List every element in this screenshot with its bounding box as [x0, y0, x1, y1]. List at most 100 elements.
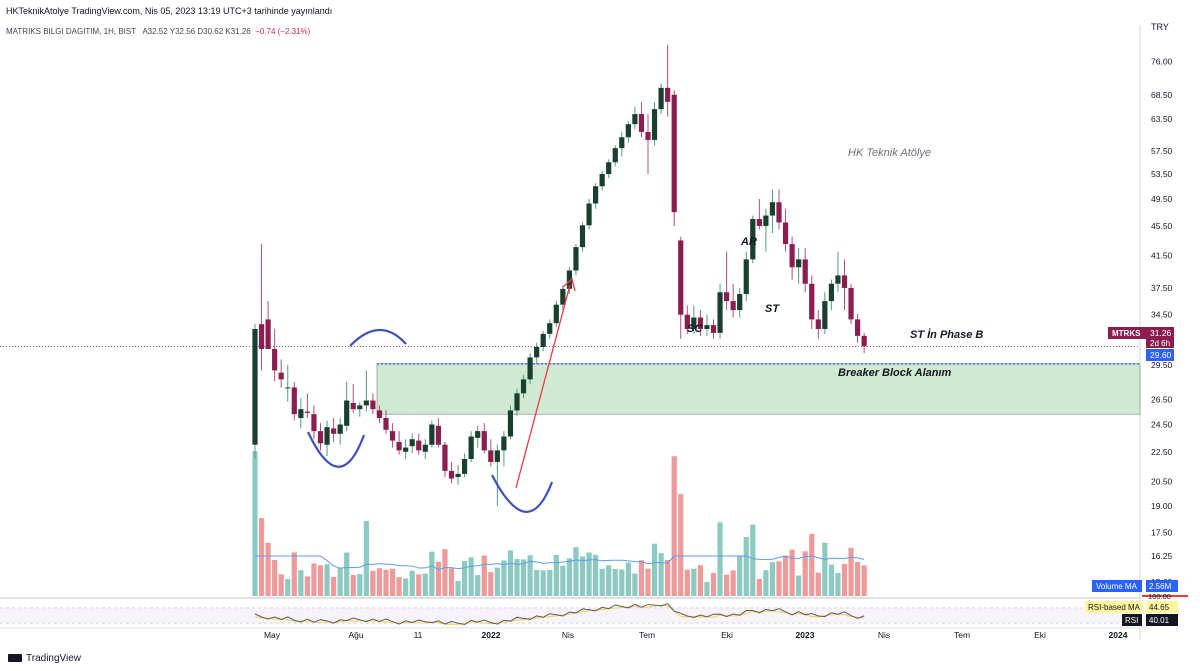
- volume-bar: [710, 572, 717, 596]
- volume-bar: [298, 570, 304, 596]
- label-breaker-zone: Breaker Block Alanım: [838, 367, 952, 379]
- candle-body: [737, 294, 743, 311]
- candle-body: [258, 324, 265, 350]
- candle-body: [350, 402, 356, 410]
- time-tick-label: 2023: [796, 630, 815, 640]
- price-tick-label: 34.50: [1151, 310, 1173, 320]
- volume-bar: [612, 569, 618, 596]
- volume-bar: [324, 564, 330, 596]
- candle-body: [684, 314, 690, 329]
- volume-bar: [540, 570, 546, 596]
- candle-body: [724, 292, 730, 302]
- tradingview-logo-icon: [8, 654, 22, 663]
- candle-body: [357, 405, 363, 410]
- drawings: HK Teknik Atölye SC AR ST ST İn Phase B Break…: [307, 147, 983, 513]
- candle-body: [547, 323, 553, 334]
- time-tick-label: Nis: [878, 630, 890, 640]
- ohlc-values: A32.52 Y32.56 D30.62 K31.26: [142, 27, 251, 36]
- candle-body: [265, 319, 271, 350]
- volume-bar: [416, 574, 422, 596]
- volume-bar: [573, 547, 579, 596]
- volume-bar: [717, 522, 723, 596]
- volume-bar: [311, 563, 317, 596]
- volume-bar: [344, 552, 350, 596]
- rsi-label-bg: [1122, 614, 1142, 626]
- candle-body: [363, 400, 369, 406]
- volume-bar: [691, 568, 697, 596]
- candle-body: [344, 400, 350, 426]
- price-tick-label: 57.50: [1151, 146, 1173, 156]
- volume-bar: [619, 569, 625, 596]
- candle-body: [272, 349, 278, 371]
- label-st-phase-b: ST İn Phase B: [910, 328, 983, 341]
- volume-bar: [678, 494, 684, 596]
- rsi-ma-label-bg: [1085, 601, 1143, 613]
- candle-body: [809, 283, 815, 320]
- candle-body: [501, 436, 507, 451]
- volume-bar: [697, 565, 703, 596]
- trend-arrow-line: [515, 284, 571, 489]
- volume-bar: [527, 555, 533, 596]
- volume-bar: [724, 574, 730, 596]
- time-tick-label: 11: [414, 630, 423, 640]
- candle-body: [455, 473, 461, 477]
- candle-body: [619, 137, 625, 149]
- time-tick-label: Nis: [562, 630, 574, 640]
- arc-left-top: [349, 328, 407, 347]
- candle-body: [435, 425, 441, 445]
- volume-bar: [475, 575, 481, 596]
- breaker-zone: [0, 345, 1141, 415]
- label-st: ST: [765, 303, 780, 315]
- volume-bar: [422, 573, 428, 596]
- candle-body: [841, 275, 848, 288]
- candle-body: [468, 436, 474, 460]
- candle-body: [560, 288, 566, 305]
- volume-bar: [409, 570, 415, 596]
- volume-bar: [403, 578, 409, 596]
- volume-bar: [599, 568, 605, 596]
- volume-bar: [285, 579, 291, 596]
- candle-body: [855, 319, 861, 336]
- candle-body: [416, 440, 422, 451]
- volume-bar: [606, 565, 612, 596]
- candle-body: [822, 301, 828, 329]
- currency-label: TRY: [1151, 22, 1169, 32]
- time-tick-label: May: [264, 630, 281, 640]
- price-tick-label: 17.50: [1151, 527, 1173, 537]
- candles: [252, 45, 867, 507]
- candle-body: [665, 87, 671, 102]
- candle-body: [671, 94, 677, 213]
- volume-bar: [593, 554, 599, 596]
- volume-bar: [435, 561, 441, 596]
- candle-body: [796, 259, 802, 268]
- candle-body: [494, 450, 500, 462]
- candle-body: [579, 225, 586, 248]
- volume-bar: [331, 577, 337, 596]
- candle-body: [730, 301, 736, 311]
- candle-body: [815, 319, 821, 329]
- candle-body: [586, 203, 592, 226]
- volume-ma-label-bg: [1092, 580, 1142, 592]
- candle-body: [678, 240, 684, 315]
- time-tick-label: Eki: [1034, 630, 1046, 640]
- candle-body: [566, 270, 572, 289]
- price-axis: TRY 76.00 68.50 63.50 57.50 53.50 49.50 45.50 41…: [1092, 22, 1178, 592]
- symbol-name[interactable]: MATRIKS BILGI DAGITIM, 1H, BIST: [6, 27, 137, 36]
- candle-body: [776, 202, 782, 223]
- line-tag: 29.60: [1150, 350, 1172, 360]
- candle-body: [645, 131, 651, 140]
- candle-body: [389, 431, 396, 441]
- candle-body: [481, 431, 487, 451]
- time-tick-label: Ağu: [348, 630, 363, 640]
- breaker-zone-rect: [376, 363, 1141, 415]
- candle-body: [285, 387, 291, 389]
- candle-body: [324, 427, 330, 445]
- rsi-pane: 100.00 RSI-based MA 44.65 RSI 40.01: [0, 592, 1188, 626]
- volume-bar: [462, 561, 468, 596]
- candle-body: [403, 447, 409, 452]
- volume-bar: [586, 552, 592, 596]
- candle-body: [370, 400, 376, 410]
- volume-bar: [769, 562, 776, 596]
- volume-bar: [684, 569, 690, 596]
